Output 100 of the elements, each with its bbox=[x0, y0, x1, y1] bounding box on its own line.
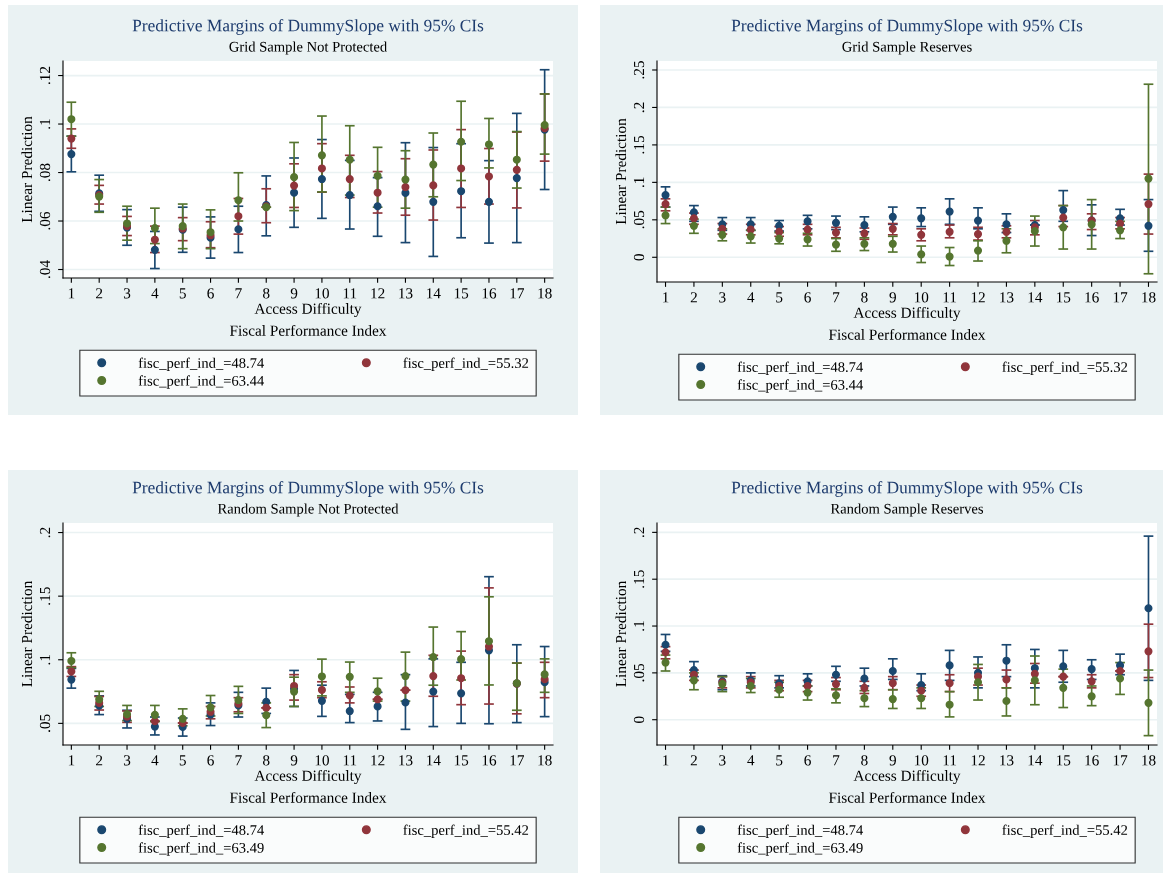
legend-title: Fiscal Performance Index bbox=[229, 791, 387, 803]
x-tick-label: 5 bbox=[776, 292, 783, 303]
y-tick-label: .1 bbox=[633, 621, 645, 631]
x-tick-label: 15 bbox=[1056, 755, 1071, 766]
x-tick-label: 9 bbox=[889, 755, 896, 766]
x-tick-label: 8 bbox=[861, 755, 868, 766]
x-tick-label: 1 bbox=[663, 292, 669, 303]
legend-label: fisc_perf_ind_=63.44 bbox=[737, 379, 864, 393]
x-tick-label: 9 bbox=[889, 292, 896, 303]
x-tick-label: 4 bbox=[747, 755, 755, 766]
chart-title: Predictive Margins of DummySlope with 95% CIs bbox=[731, 19, 1083, 35]
x-tick-label: 2 bbox=[96, 755, 103, 766]
x-axis-title: Access Difficulty bbox=[853, 306, 961, 322]
y-axis-title: Linear Prediction bbox=[615, 580, 627, 687]
x-tick-label: 2 bbox=[96, 288, 103, 299]
legend-label: fisc_perf_ind_=63.44 bbox=[138, 375, 265, 389]
y-tick-label: .2 bbox=[633, 527, 645, 538]
x-tick-label: 12 bbox=[971, 292, 985, 303]
x-tick-label: 5 bbox=[179, 288, 186, 299]
x-tick-label: 18 bbox=[538, 755, 552, 766]
chart-subtitle: Grid Sample Reserves bbox=[842, 41, 972, 55]
x-tick-label: 1 bbox=[68, 755, 75, 766]
x-tick-label: 1 bbox=[663, 755, 669, 766]
y-tick-label: .2 bbox=[39, 527, 51, 538]
x-axis-title: Access Difficulty bbox=[254, 769, 362, 785]
x-tick-label: 7 bbox=[833, 292, 840, 303]
legend-label: fisc_perf_ind_=48.74 bbox=[138, 824, 265, 838]
x-tick-label: 8 bbox=[263, 288, 270, 299]
legend-label: fisc_perf_ind_=55.32 bbox=[1002, 361, 1128, 375]
x-tick-label: 5 bbox=[776, 755, 783, 766]
x-tick-label: 13 bbox=[399, 755, 413, 766]
x-tick-label: 16 bbox=[1085, 292, 1099, 303]
x-tick-label: 14 bbox=[1028, 755, 1043, 766]
legend-label: fisc_perf_ind_=55.42 bbox=[403, 824, 529, 838]
x-tick-label: 15 bbox=[454, 755, 469, 766]
x-tick-label: 16 bbox=[482, 755, 497, 766]
x-tick-label: 14 bbox=[426, 755, 441, 766]
x-tick-label: 6 bbox=[804, 755, 811, 766]
x-tick-label: 17 bbox=[510, 755, 525, 766]
x-tick-label: 10 bbox=[315, 755, 329, 766]
x-tick-label: 7 bbox=[833, 755, 840, 766]
y-axis-title: Linear Prediction bbox=[21, 580, 33, 687]
chart-title: Predictive Margins of DummySlope with 95% CIs bbox=[132, 481, 484, 497]
x-tick-label: 10 bbox=[914, 755, 929, 766]
x-tick-label: 8 bbox=[263, 755, 270, 766]
legend-label: fisc_perf_ind_=55.32 bbox=[403, 357, 529, 371]
y-axis-title: Linear Prediction bbox=[21, 116, 33, 223]
chart-subtitle: Random Sample Not Protected bbox=[217, 503, 399, 517]
y-tick-label: .15 bbox=[39, 587, 51, 605]
x-tick-label: 2 bbox=[690, 755, 697, 766]
x-tick-label: 3 bbox=[123, 755, 131, 766]
legend-label: fisc_perf_ind_=48.74 bbox=[737, 361, 864, 375]
legend-label: fisc_perf_ind_=55.42 bbox=[1002, 824, 1128, 838]
x-tick-label: 14 bbox=[1028, 292, 1043, 303]
x-tick-label: 18 bbox=[1142, 755, 1156, 766]
x-tick-label: 6 bbox=[207, 755, 214, 766]
x-tick-label: 17 bbox=[1113, 755, 1128, 766]
x-tick-label: 11 bbox=[943, 292, 957, 303]
chart-title: Predictive Margins of DummySlope with 95% CIs bbox=[731, 481, 1083, 497]
x-tick-label: 17 bbox=[1113, 292, 1128, 303]
x-tick-label: 13 bbox=[399, 288, 413, 299]
y-tick-label: .06 bbox=[39, 211, 51, 230]
x-tick-label: 6 bbox=[207, 288, 214, 299]
x-tick-label: 3 bbox=[719, 292, 726, 303]
x-tick-label: 10 bbox=[914, 292, 929, 303]
y-tick-label: .2 bbox=[633, 102, 645, 113]
x-tick-label: 3 bbox=[123, 288, 131, 299]
x-tick-label: 7 bbox=[235, 288, 242, 299]
x-tick-label: 11 bbox=[943, 755, 957, 766]
y-tick-label: 0 bbox=[633, 716, 645, 723]
chart-subtitle: Grid Sample Not Protected bbox=[229, 41, 387, 55]
x-tick-label: 16 bbox=[1085, 755, 1099, 766]
x-tick-label: 11 bbox=[343, 755, 357, 766]
x-tick-label: 9 bbox=[290, 288, 298, 299]
x-tick-label: 12 bbox=[371, 755, 385, 766]
y-tick-label: .08 bbox=[39, 163, 51, 182]
y-tick-label: 0 bbox=[633, 254, 645, 261]
x-axis-title: Access Difficulty bbox=[254, 302, 362, 318]
y-tick-label: .25 bbox=[633, 61, 645, 79]
x-tick-label: 7 bbox=[235, 755, 242, 766]
legend-label: fisc_perf_ind_=48.74 bbox=[138, 357, 265, 371]
x-tick-label: 2 bbox=[690, 292, 697, 303]
y-tick-label: .05 bbox=[39, 714, 51, 732]
y-axis-title: Linear Prediction bbox=[615, 118, 627, 225]
x-tick-label: 12 bbox=[371, 288, 385, 299]
x-tick-label: 1 bbox=[68, 288, 75, 299]
y-tick-label: .15 bbox=[633, 135, 645, 154]
x-tick-label: 18 bbox=[538, 288, 552, 299]
legend-title: Fiscal Performance Index bbox=[229, 324, 387, 336]
x-tick-label: 10 bbox=[315, 288, 329, 299]
legend-title: Fiscal Performance Index bbox=[828, 791, 986, 803]
legend-label: fisc_perf_ind_=48.74 bbox=[737, 824, 864, 838]
x-axis-title: Access Difficulty bbox=[853, 769, 961, 785]
x-tick-label: 9 bbox=[290, 755, 298, 766]
x-tick-label: 13 bbox=[1000, 755, 1014, 766]
legend-title: Fiscal Performance Index bbox=[828, 328, 986, 340]
y-tick-label: .04 bbox=[39, 260, 51, 279]
x-tick-label: 15 bbox=[1056, 292, 1071, 303]
x-tick-label: 18 bbox=[1142, 292, 1156, 303]
legend-label: fisc_perf_ind_=63.49 bbox=[737, 842, 863, 856]
